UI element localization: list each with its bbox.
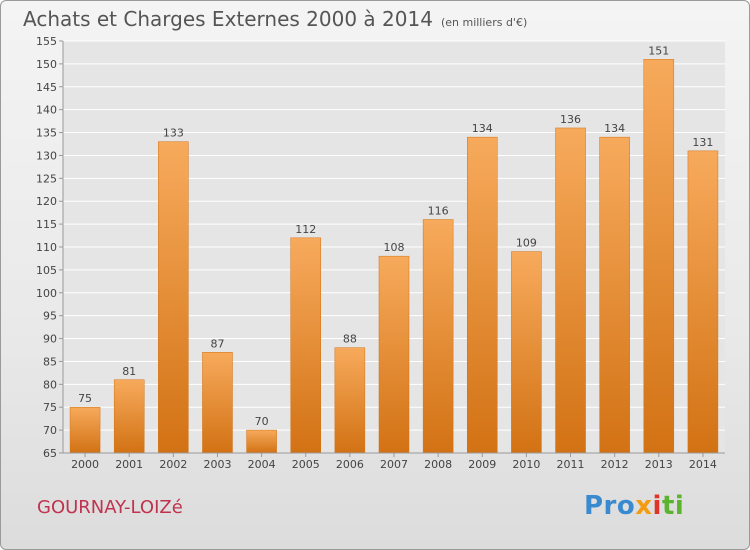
bar-chart: 65 70 75 80 85 90 95 100 105 110 115 120 125 130 135 14… [36, 35, 725, 471]
x-tick-label: 2000 [71, 458, 99, 471]
bar-value-label: 116 [428, 205, 449, 218]
y-tick-label: 100 [36, 287, 57, 300]
bar-value-label: 108 [384, 241, 405, 254]
y-tick-label: 115 [36, 218, 57, 231]
bar-value-label: 131 [692, 136, 713, 149]
x-axis: 2000 2001 2002 2003 2004 2005 2006 2007 2008 2009… [71, 453, 717, 471]
y-tick-label: 145 [36, 81, 57, 94]
bar-value-label: 136 [560, 113, 581, 126]
y-tick-label: 110 [36, 241, 57, 254]
y-tick-label: 95 [43, 310, 57, 323]
x-tick-label: 2007 [380, 458, 408, 471]
y-tick-label: 75 [43, 401, 57, 414]
bar-value-label: 87 [210, 337, 224, 350]
y-tick-label: 130 [36, 149, 57, 162]
x-tick-label: 2010 [512, 458, 540, 471]
bar [555, 127, 586, 454]
y-tick-label: 65 [43, 447, 57, 460]
bar [467, 136, 498, 454]
x-tick-label: 2012 [601, 458, 629, 471]
x-tick-label: 2013 [645, 458, 673, 471]
bar [422, 219, 454, 454]
x-tick-label: 2005 [292, 458, 320, 471]
x-tick-label: 2011 [557, 458, 585, 471]
y-tick-label: 120 [36, 195, 57, 208]
bar [202, 352, 233, 454]
bar-value-label: 133 [163, 127, 184, 140]
x-tick-label: 2003 [203, 458, 231, 471]
chart-title: Achats et Charges Externes 2000 à 2014 (e… [23, 7, 527, 31]
x-tick-label: 2014 [689, 458, 717, 471]
bar [69, 406, 101, 454]
y-tick-label: 125 [36, 172, 57, 185]
y-tick-label: 85 [43, 355, 57, 368]
bar-value-label: 112 [295, 223, 316, 236]
y-tick-label: 105 [36, 264, 57, 277]
bar-value-label: 75 [78, 392, 92, 405]
bar-value-label: 134 [472, 122, 493, 135]
bar [158, 141, 189, 454]
y-tick-label: 70 [43, 424, 57, 437]
x-tick-label: 2008 [424, 458, 452, 471]
bar-value-label: 88 [343, 333, 357, 346]
x-tick-label: 2004 [248, 458, 276, 471]
y-tick-label: 135 [36, 127, 57, 140]
logo-part-3: i [652, 491, 662, 521]
y-tick-label: 90 [43, 333, 57, 346]
bar [290, 237, 321, 454]
x-tick-label: 2009 [468, 458, 496, 471]
x-tick-label: 2006 [336, 458, 364, 471]
bar [113, 379, 145, 454]
y-tick-label: 80 [43, 378, 57, 391]
y-tick-label: 140 [36, 104, 57, 117]
bars: 75 81 133 87 70 112 88 108 116 134 109 136 134 151 131 [69, 44, 719, 454]
bar [687, 150, 719, 454]
bar-value-label: 70 [255, 415, 269, 428]
logo-part-1: Pro [584, 491, 636, 521]
bar [599, 136, 630, 454]
bar-value-label: 134 [604, 122, 625, 135]
bar [511, 251, 542, 454]
commune-name: GOURNAY-LOIZé [37, 497, 183, 518]
y-tick-label: 155 [36, 35, 57, 48]
y-tick-label: 150 [36, 58, 57, 71]
bar [643, 59, 675, 454]
bar [378, 255, 410, 454]
bar-value-label: 109 [516, 237, 537, 250]
x-tick-label: 2001 [115, 458, 143, 471]
logo-part-2: x [635, 491, 653, 521]
y-axis: 65 70 75 80 85 90 95 100 105 110 115 120 125 130 135 14… [36, 35, 63, 460]
bar [246, 429, 277, 454]
bar [334, 347, 366, 454]
bar-value-label: 151 [648, 44, 669, 57]
x-tick-label: 2002 [159, 458, 187, 471]
title-text: Achats et Charges Externes 2000 à 2014 [23, 7, 433, 31]
bar-value-label: 81 [122, 365, 136, 378]
unit-text: (en milliers d'€) [440, 16, 528, 29]
proxiti-logo[interactable]: Proxiti [584, 491, 684, 521]
logo-part-4: ti [661, 491, 685, 521]
